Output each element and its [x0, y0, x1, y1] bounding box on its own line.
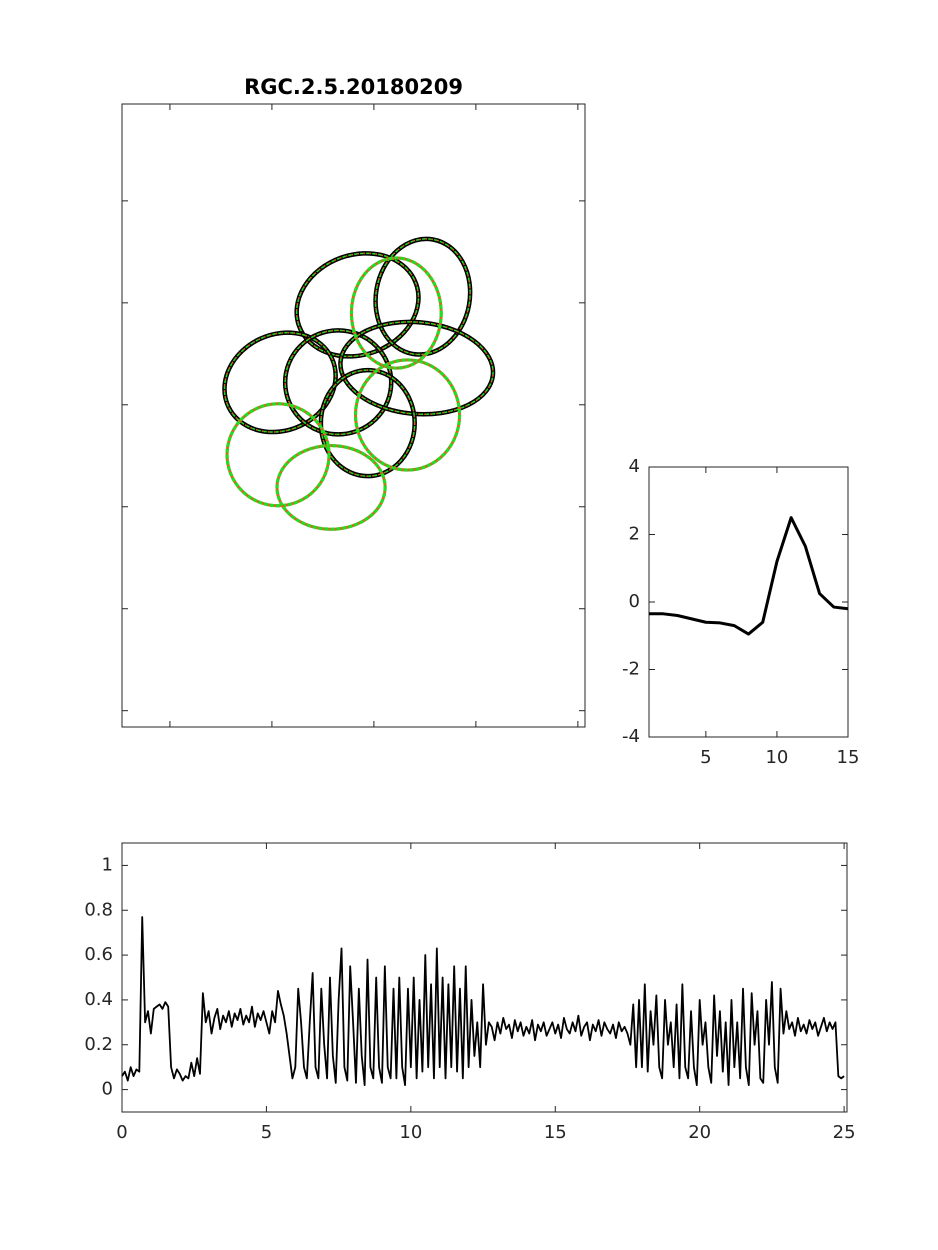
x-tick-label: 5	[700, 747, 711, 768]
x-tick-label: 10	[765, 747, 788, 768]
y-tick-label: 0.6	[84, 944, 113, 965]
data-line	[121, 916, 845, 1086]
y-tick-label: 0.8	[84, 899, 113, 920]
rf-ellipse-dash	[275, 443, 387, 531]
rf-ellipse-dash	[225, 402, 331, 508]
axes-box	[648, 466, 849, 738]
y-tick-label: 4	[629, 456, 640, 477]
y-tick-label: -2	[622, 659, 640, 680]
data-line	[649, 516, 849, 636]
rf-ellipse-dash	[284, 329, 392, 436]
rf-ellipse-dash	[374, 238, 471, 356]
x-tick-label: 20	[688, 1122, 711, 1143]
rf-ellipse-dash	[223, 331, 337, 433]
chart-title: RGC.2.5.20180209	[244, 75, 463, 99]
axes-box	[121, 103, 586, 728]
y-tick-label: 0.4	[84, 989, 113, 1010]
rf-ellipse-dash	[284, 329, 392, 436]
rf-ellipse-dash	[295, 252, 420, 358]
rf-ellipse-dash	[223, 331, 337, 433]
y-tick-label: 0	[102, 1079, 113, 1100]
rf-ellipse-dash	[353, 358, 462, 472]
y-tick-label: 1	[102, 854, 113, 875]
x-tick-label: 10	[399, 1122, 422, 1143]
rf-ellipse-dash	[339, 321, 494, 416]
axes-box	[121, 842, 848, 1113]
x-tick-label: 25	[833, 1122, 856, 1143]
y-tick-label: 0.2	[84, 1034, 113, 1055]
x-tick-label: 0	[116, 1122, 127, 1143]
y-tick-label: 2	[629, 524, 640, 545]
x-tick-label: 15	[837, 747, 860, 768]
y-tick-label: 0	[629, 591, 640, 612]
rf-ellipse-dash	[374, 238, 471, 356]
rf-ellipse-dash	[349, 256, 443, 370]
x-tick-label: 15	[544, 1122, 567, 1143]
rf-ellipse-dash	[320, 369, 416, 477]
y-tick-label: -4	[622, 726, 640, 747]
x-tick-label: 5	[261, 1122, 272, 1143]
